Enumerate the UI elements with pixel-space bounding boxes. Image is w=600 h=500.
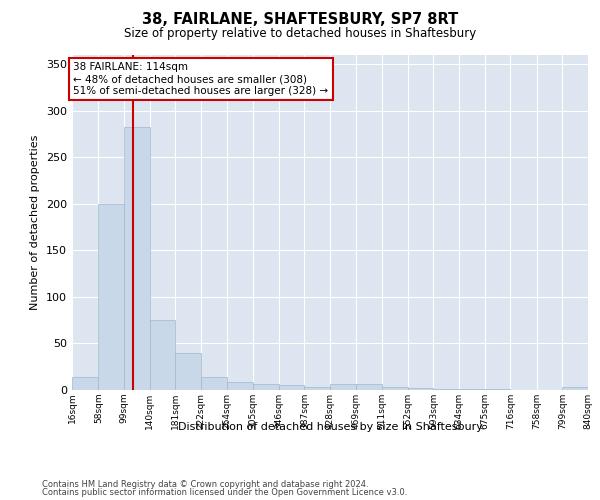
Bar [304, 387, 330, 390]
Text: Contains HM Land Registry data © Crown copyright and database right 2024.: Contains HM Land Registry data © Crown c… [42, 480, 368, 489]
Bar [72, 377, 98, 390]
Bar [382, 387, 407, 390]
Text: Contains public sector information licensed under the Open Government Licence v3: Contains public sector information licen… [42, 488, 407, 497]
Text: Distribution of detached houses by size in Shaftesbury: Distribution of detached houses by size … [178, 422, 482, 432]
Bar [175, 353, 201, 390]
Bar [485, 389, 511, 390]
Bar [407, 388, 433, 390]
Bar [253, 384, 278, 390]
Bar [149, 320, 175, 390]
Bar [98, 204, 124, 390]
Bar [459, 389, 485, 390]
Bar [356, 384, 382, 390]
Bar [330, 384, 356, 390]
Text: 38 FAIRLANE: 114sqm
← 48% of detached houses are smaller (308)
51% of semi-detac: 38 FAIRLANE: 114sqm ← 48% of detached ho… [73, 62, 328, 96]
Text: Size of property relative to detached houses in Shaftesbury: Size of property relative to detached ho… [124, 28, 476, 40]
Bar [227, 382, 253, 390]
Bar [124, 126, 149, 390]
Bar [278, 386, 304, 390]
Text: 38, FAIRLANE, SHAFTESBURY, SP7 8RT: 38, FAIRLANE, SHAFTESBURY, SP7 8RT [142, 12, 458, 28]
Y-axis label: Number of detached properties: Number of detached properties [31, 135, 40, 310]
Bar [562, 387, 588, 390]
Bar [201, 377, 227, 390]
Bar [433, 389, 459, 390]
